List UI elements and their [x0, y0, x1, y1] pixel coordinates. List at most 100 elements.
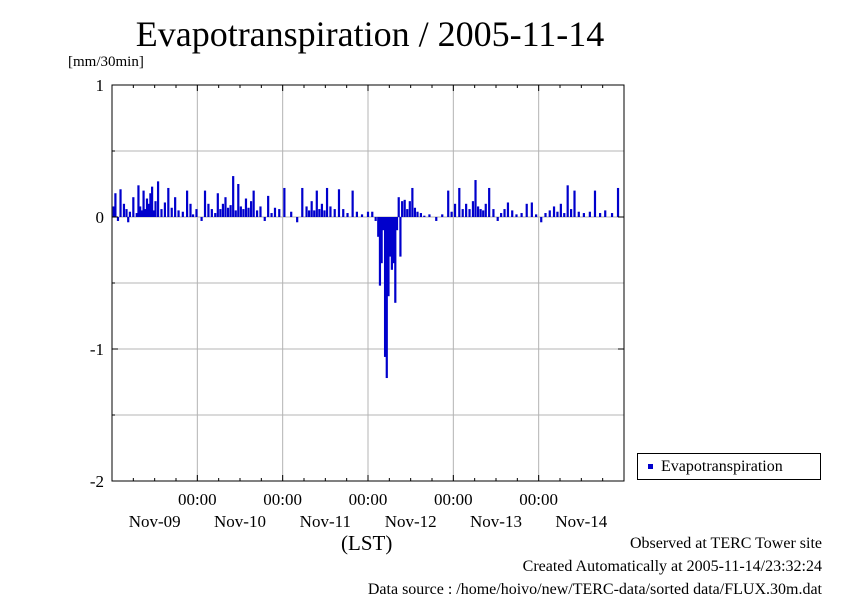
bar	[416, 211, 419, 217]
bar	[154, 201, 157, 217]
bar	[149, 193, 152, 217]
bar	[610, 213, 614, 217]
bar	[234, 210, 237, 217]
bar	[604, 210, 607, 217]
bar	[397, 197, 400, 217]
bar	[119, 189, 122, 217]
x-tick-date-label: Nov-10	[214, 512, 266, 531]
bar	[389, 217, 392, 257]
bar	[548, 210, 551, 217]
bar	[471, 201, 475, 217]
bar	[503, 209, 506, 217]
bar	[259, 206, 262, 217]
bar	[395, 217, 399, 231]
bar	[125, 209, 128, 217]
bar	[616, 187, 620, 217]
bar	[167, 187, 170, 217]
bar	[229, 205, 232, 217]
bar	[267, 195, 270, 217]
x-tick-date-label: Nov-13	[470, 512, 522, 531]
bar	[544, 213, 547, 217]
bar	[399, 217, 402, 257]
bar	[511, 210, 514, 217]
bar	[224, 197, 227, 217]
bar	[559, 203, 562, 217]
bar	[308, 210, 311, 217]
bar	[390, 217, 393, 270]
axis-ticks: 1 0 -1 -2 00:00 Nov-09 00:00 Nov-10 00:00 Nov-11 0…	[90, 76, 625, 531]
bar	[435, 217, 438, 221]
bar	[132, 197, 135, 217]
bar	[447, 190, 450, 217]
bar	[573, 190, 576, 217]
bar	[492, 209, 495, 217]
bar	[195, 209, 198, 217]
bar	[122, 203, 126, 217]
bar	[482, 210, 485, 217]
bar	[216, 193, 219, 217]
bar	[380, 217, 383, 264]
bar-series	[112, 176, 620, 379]
bar	[325, 187, 329, 217]
bar	[255, 210, 259, 217]
legend: Evapotranspiration	[637, 453, 821, 480]
bar	[535, 214, 538, 217]
bar	[242, 209, 245, 217]
y-axis-unit-label: [mm/30min]	[68, 54, 144, 70]
x-tick-date-label: Nov-12	[385, 512, 437, 531]
bar	[270, 213, 273, 217]
x-axis-label: (LST)	[341, 531, 393, 555]
bar	[301, 187, 304, 217]
bar	[144, 209, 147, 217]
x-tick-time-label: 00:00	[178, 490, 217, 509]
bar	[500, 213, 503, 217]
x-tick-date-label: Nov-11	[300, 512, 351, 531]
bar	[237, 184, 240, 217]
bar	[556, 211, 559, 217]
bar	[346, 213, 349, 217]
bar	[360, 214, 364, 217]
bar	[520, 213, 523, 217]
bar	[476, 206, 480, 217]
bar	[588, 211, 591, 217]
bar	[152, 210, 155, 217]
bar	[278, 209, 281, 217]
legend-swatch	[648, 464, 653, 469]
bar	[593, 190, 597, 217]
bar	[163, 202, 167, 217]
bar	[185, 190, 189, 217]
bar	[189, 203, 192, 217]
bar	[147, 203, 150, 217]
bar	[114, 193, 117, 217]
bar	[468, 209, 471, 217]
chart-title: Evapotranspiration / 2005-11-14	[135, 14, 605, 54]
bar	[170, 207, 173, 217]
bar	[488, 187, 491, 217]
bar	[145, 198, 149, 217]
bar	[582, 213, 585, 217]
bar	[408, 201, 411, 217]
bar	[342, 209, 345, 217]
bar	[249, 201, 253, 217]
bar	[310, 201, 313, 217]
bar	[320, 203, 324, 217]
bar	[283, 187, 286, 217]
bar	[458, 187, 461, 217]
bar	[296, 217, 299, 223]
bar	[423, 215, 426, 217]
bar	[191, 214, 195, 217]
bar	[214, 213, 217, 217]
bar	[394, 217, 397, 303]
bar	[128, 211, 132, 217]
bar	[413, 207, 417, 217]
bar	[221, 203, 225, 217]
bar	[377, 217, 380, 237]
x-tick-time-label: 00:00	[349, 490, 388, 509]
legend-label: Evapotranspiration	[661, 457, 783, 475]
bar	[181, 211, 184, 217]
bar	[406, 209, 409, 217]
bar	[506, 202, 510, 217]
bar	[137, 185, 140, 217]
x-tick-date-label: Nov-14	[555, 512, 607, 531]
